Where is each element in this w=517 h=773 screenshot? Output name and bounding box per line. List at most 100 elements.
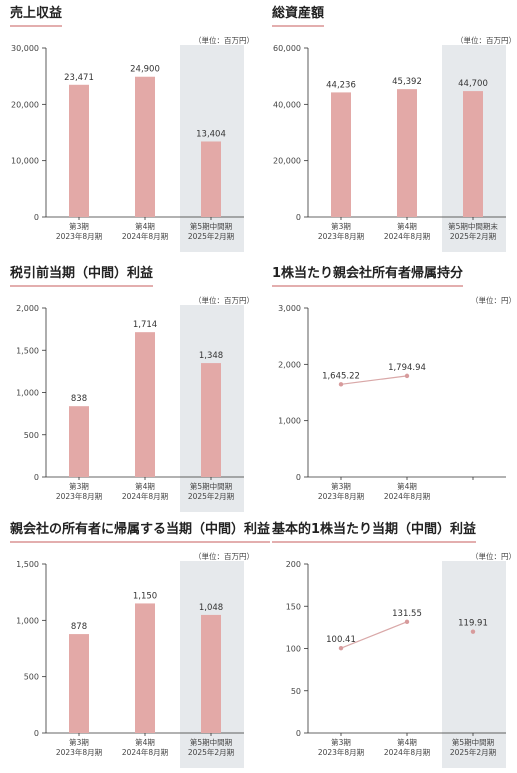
x-tick-label: 2023年8月期 — [56, 231, 102, 241]
data-label: 1,645.22 — [322, 371, 360, 381]
y-tick-label: 0 — [34, 213, 39, 222]
bar — [135, 76, 155, 217]
panel-title: 総資産額 — [272, 6, 325, 27]
x-tick-label: 2024年8月期 — [122, 231, 168, 241]
highlight-band — [442, 561, 506, 768]
panel-revenue: 売上収益 （単位：百万円） 0 10,000 20,000 30,000 第3期 2023… — [10, 6, 256, 256]
data-point — [470, 629, 476, 634]
panel-title: 売上収益 — [10, 6, 63, 27]
x-tick-label: 2023年8月期 — [56, 491, 102, 501]
panel-pretax-profit: 税引前当期（中間）利益 （単位：百万円） 0 500 1,000 1,500 2,000… — [10, 266, 256, 516]
x-tick-label: 2023年8月期 — [318, 231, 364, 241]
unit-label: （単位：円） — [471, 296, 516, 305]
bar — [201, 141, 221, 217]
series-line — [340, 621, 408, 649]
x-tick-label: 第3期 — [331, 481, 351, 491]
data-label: 1,150 — [133, 591, 157, 601]
y-tick-label: 500 — [24, 431, 39, 440]
y-tick-label: 150 — [286, 602, 301, 611]
x-tick-label: 2024年8月期 — [122, 747, 168, 757]
panel-title: 税引前当期（中間）利益 — [10, 266, 154, 287]
x-tick-label: 2025年2月期 — [188, 231, 234, 241]
bar — [135, 603, 155, 733]
bar — [331, 92, 351, 217]
y-tick-label: 10,000 — [11, 157, 39, 166]
bar — [69, 406, 89, 477]
data-point — [404, 373, 410, 379]
y-tick-label: 20,000 — [11, 100, 39, 109]
bar — [69, 634, 89, 733]
panel-net-profit: 親会社の所有者に帰属する当期（中間）利益 （単位：百万円） 0 500 1,000 1… — [10, 522, 271, 772]
y-tick-label: 0 — [34, 729, 39, 738]
bar — [201, 363, 221, 477]
x-tick-label: 第4期 — [397, 481, 417, 491]
data-label: 838 — [71, 394, 87, 404]
bar — [201, 614, 221, 733]
bar — [135, 332, 155, 477]
y-tick-label: 1,500 — [16, 560, 39, 569]
x-tick-label: 第4期 — [397, 221, 417, 231]
x-tick-label: 2025年2月期 — [450, 231, 496, 241]
y-tick-label: 60,000 — [273, 44, 301, 53]
x-tick-label: 2025年2月期 — [450, 747, 496, 757]
y-tick-label: 100 — [286, 645, 301, 654]
bar — [397, 89, 417, 217]
data-label: 1,348 — [199, 351, 223, 361]
x-tick-label: 第5期中間期 — [190, 221, 232, 231]
data-point — [338, 382, 344, 387]
bar — [463, 91, 483, 217]
x-tick-label: 第5期中間期末 — [448, 221, 498, 231]
x-tick-label: 第4期 — [135, 221, 155, 231]
y-tick-label: 0 — [296, 729, 301, 738]
y-tick-label: 0 — [34, 473, 39, 482]
x-tick-label: 第3期 — [69, 481, 89, 491]
panel-title: 親会社の所有者に帰属する当期（中間）利益 — [10, 522, 271, 543]
y-tick-label: 2,000 — [278, 360, 301, 369]
panel-eps: 基本的1株当たり当期（中間）利益 （単位：円） 0 50 100 150 200 第3期 2… — [272, 522, 517, 772]
x-tick-label: 2024年8月期 — [122, 491, 168, 501]
data-label: 44,700 — [458, 79, 488, 89]
y-tick-label: 3,000 — [278, 304, 301, 313]
y-tick-label: 200 — [286, 560, 301, 569]
y-tick-label: 1,000 — [16, 389, 39, 398]
x-tick-label: 2023年8月期 — [56, 747, 102, 757]
x-tick-label: 2023年8月期 — [318, 491, 364, 501]
panel-title: 基本的1株当たり当期（中間）利益 — [272, 522, 477, 543]
y-tick-label: 500 — [24, 673, 39, 682]
x-tick-label: 第3期 — [331, 221, 351, 231]
series-line — [340, 375, 408, 385]
y-tick-label: 20,000 — [273, 157, 301, 166]
unit-label: （単位：百万円） — [194, 296, 254, 305]
x-tick-label: 2023年8月期 — [318, 747, 364, 757]
x-tick-label: 第4期 — [135, 737, 155, 747]
x-tick-label: 第3期 — [331, 737, 351, 747]
x-tick-label: 第4期 — [135, 481, 155, 491]
x-tick-label: 2024年8月期 — [384, 491, 430, 501]
x-tick-label: 2025年2月期 — [188, 491, 234, 501]
data-label: 13,404 — [196, 129, 226, 139]
data-label: 119.91 — [458, 619, 488, 629]
x-tick-label: 2025年2月期 — [188, 747, 234, 757]
x-tick-label: 第3期 — [69, 737, 89, 747]
x-tick-label: 第5期中間期 — [190, 481, 232, 491]
data-label: 1,794.94 — [388, 363, 426, 373]
y-tick-label: 0 — [296, 473, 301, 482]
y-tick-label: 2,000 — [16, 304, 39, 313]
data-label: 131.55 — [392, 609, 422, 619]
y-tick-label: 1,500 — [16, 346, 39, 355]
data-label: 24,900 — [130, 65, 160, 75]
unit-label: （単位：百万円） — [456, 36, 516, 45]
x-tick-label: 第5期中間期 — [190, 737, 232, 747]
x-tick-label: 第4期 — [397, 737, 417, 747]
data-label: 1,048 — [199, 603, 223, 613]
data-point — [404, 619, 410, 625]
x-tick-label: 第3期 — [69, 221, 89, 231]
x-tick-label: 2024年8月期 — [384, 231, 430, 241]
data-label: 100.41 — [326, 635, 356, 645]
